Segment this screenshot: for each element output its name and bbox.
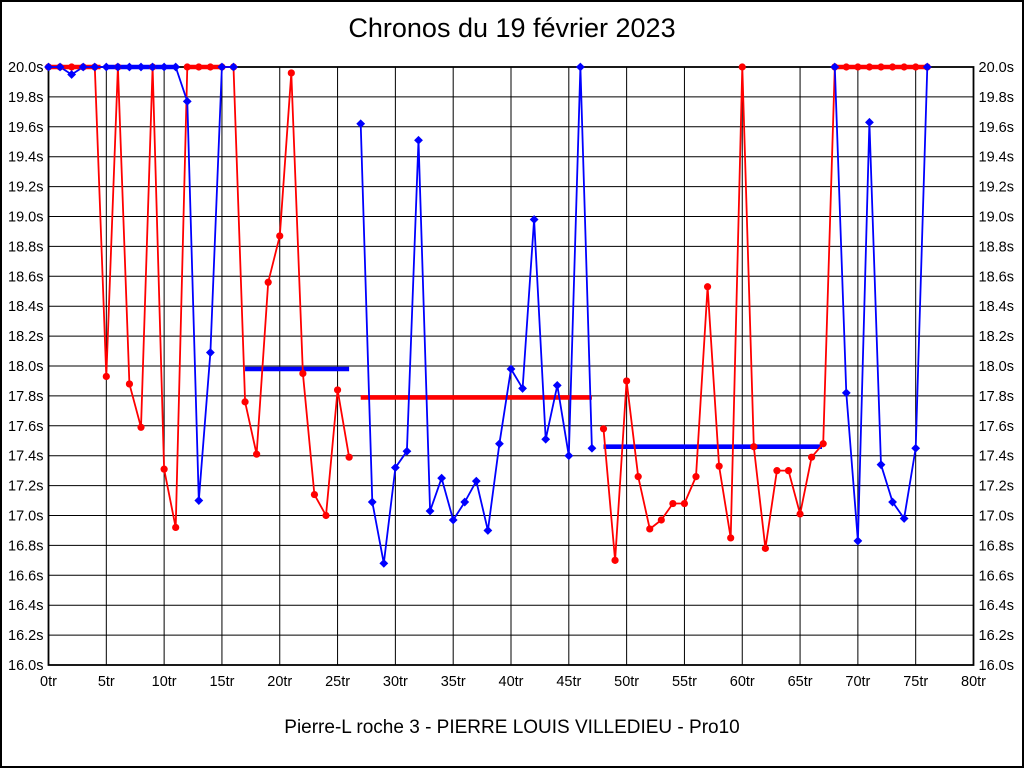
y-tick-label-left: 19.0s	[8, 210, 43, 226]
y-tick-label-left: 19.2s	[8, 180, 43, 196]
y-tick-label-right: 19.4s	[979, 150, 1014, 166]
chrono-blue-markers	[44, 62, 932, 568]
x-tick-label: 50tr	[614, 674, 639, 690]
y-tick-label-right: 16.8s	[979, 538, 1014, 554]
y-tick-label-right: 18.2s	[979, 329, 1014, 345]
y-tick-label-right: 17.6s	[979, 419, 1014, 435]
y-tick-label-right: 18.0s	[979, 359, 1014, 375]
y-axis-labels: 20.0s 20.0s 19.8s 19.8s 19.6s 19.6s 19.4s 19.4s…	[8, 60, 1014, 674]
y-tick-label-right: 19.2s	[979, 180, 1014, 196]
y-tick-label-left: 19.8s	[8, 90, 43, 106]
y-tick-label-left: 18.4s	[8, 299, 43, 315]
y-tick-label-right: 17.0s	[979, 509, 1014, 525]
y-tick-label-left: 18.6s	[8, 269, 43, 285]
y-tick-label-left: 18.8s	[8, 239, 43, 255]
y-tick-label-right: 18.4s	[979, 299, 1014, 315]
y-tick-label-left: 18.0s	[8, 359, 43, 375]
x-tick-label: 10tr	[152, 674, 177, 690]
y-tick-label-right: 16.2s	[979, 628, 1014, 644]
x-tick-label: 35tr	[441, 674, 466, 690]
chart-title: Chronos du 19 février 2023	[348, 13, 676, 43]
y-tick-label-left: 17.6s	[8, 419, 43, 435]
y-tick-label-left: 17.4s	[8, 449, 43, 465]
x-tick-label: 45tr	[556, 674, 581, 690]
y-tick-label-right: 17.8s	[979, 389, 1014, 405]
x-tick-label: 30tr	[383, 674, 408, 690]
y-tick-label-right: 19.8s	[979, 90, 1014, 106]
y-tick-label-left: 19.6s	[8, 120, 43, 136]
x-tick-label: 25tr	[325, 674, 350, 690]
y-tick-label-right: 19.0s	[979, 210, 1014, 226]
x-tick-label: 0tr	[40, 674, 57, 690]
x-tick-label: 15tr	[209, 674, 234, 690]
y-tick-label-right: 18.6s	[979, 269, 1014, 285]
y-tick-label-left: 16.0s	[8, 658, 43, 674]
y-tick-label-left: 20.0s	[8, 60, 43, 76]
x-tick-label: 70tr	[845, 674, 870, 690]
y-tick-label-right: 17.2s	[979, 479, 1014, 495]
x-axis-labels: 0tr 5tr 10tr 15tr 20tr 25tr 30tr 35tr 40tr 45tr 50…	[40, 674, 986, 690]
x-tick-label: 60tr	[730, 674, 755, 690]
x-tick-label: 75tr	[903, 674, 928, 690]
y-tick-label-right: 19.6s	[979, 120, 1014, 136]
x-tick-label: 65tr	[788, 674, 813, 690]
y-tick-label-right: 20.0s	[979, 60, 1014, 76]
y-tick-label-right: 17.4s	[979, 449, 1014, 465]
y-tick-label-left: 16.4s	[8, 598, 43, 614]
y-tick-label-left: 17.8s	[8, 389, 43, 405]
chrono-red-markers	[44, 63, 931, 564]
x-tick-label: 5tr	[98, 674, 115, 690]
y-tick-label-right: 16.6s	[979, 568, 1014, 584]
y-tick-label-left: 16.8s	[8, 538, 43, 554]
y-tick-label-left: 17.0s	[8, 509, 43, 525]
x-tick-label: 40tr	[499, 674, 524, 690]
driver-info-label: Pierre-L roche 3 - PIERRE LOUIS VILLEDIE…	[284, 717, 740, 738]
y-tick-label-right: 18.8s	[979, 239, 1014, 255]
y-tick-label-left: 17.2s	[8, 479, 43, 495]
y-tick-label-left: 19.4s	[8, 150, 43, 166]
y-tick-label-right: 16.0s	[979, 658, 1014, 674]
x-tick-label: 80tr	[961, 674, 986, 690]
y-tick-label-left: 18.2s	[8, 329, 43, 345]
plot-border	[47, 66, 975, 666]
average-segments	[48, 64, 928, 450]
y-tick-label-right: 16.4s	[979, 598, 1014, 614]
chrono-red-line	[48, 66, 928, 562]
y-tick-label-left: 16.6s	[8, 568, 43, 584]
x-tick-label: 20tr	[267, 674, 292, 690]
x-tick-label: 55tr	[672, 674, 697, 690]
y-tick-label-left: 16.2s	[8, 628, 43, 644]
